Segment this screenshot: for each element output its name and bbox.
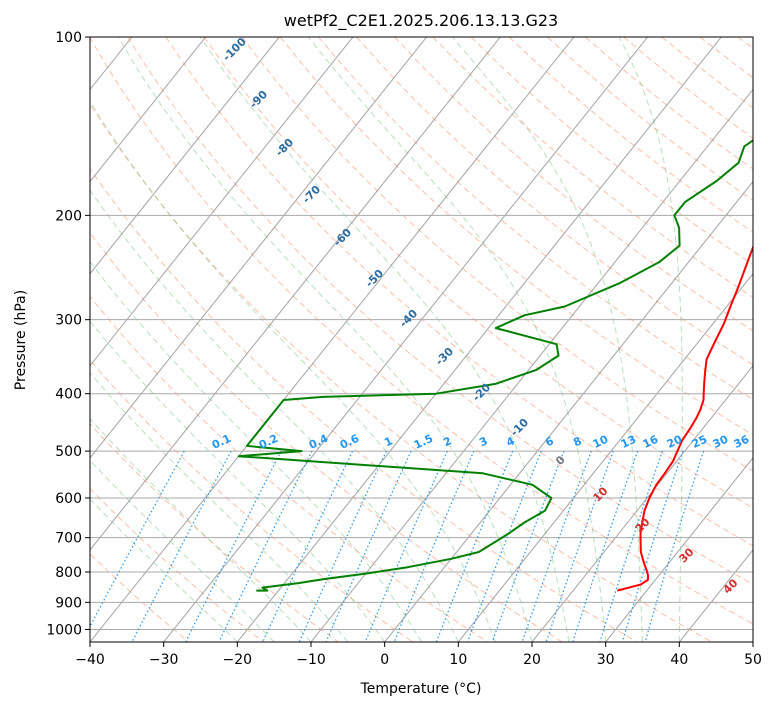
mixing-ratio-line — [90, 450, 185, 628]
isotherm — [384, 180, 753, 642]
dry-adiabat — [394, 37, 753, 332]
moist-adiabat — [199, 37, 570, 642]
isotherm — [236, 37, 722, 642]
isotherm — [457, 272, 753, 642]
x-tick-label: 50 — [744, 652, 762, 668]
mixing-ratio-line — [298, 450, 387, 642]
mixing-ratio-line — [521, 450, 592, 642]
y-axis-label: Pressure (hPa) — [13, 290, 29, 390]
x-tick-label: −40 — [75, 652, 105, 668]
mixing-ratio-line — [466, 450, 542, 642]
mixing-ratio-line — [491, 450, 565, 642]
mixing-ratio-line — [599, 450, 663, 642]
isotherm — [90, 37, 575, 642]
isotherm — [0, 37, 58, 642]
isotherm — [90, 37, 428, 459]
x-tick-label: 40 — [670, 652, 688, 668]
moist-adiabat — [618, 37, 683, 642]
temperature-line — [617, 244, 753, 592]
dry-adiabat — [432, 37, 753, 298]
plot-background — [90, 37, 753, 642]
y-tick-label: 900 — [55, 595, 82, 611]
isotherm — [90, 37, 280, 275]
y-tick-label: 700 — [55, 531, 82, 547]
isotherm — [752, 641, 753, 642]
x-tick-label: −10 — [296, 652, 326, 668]
mixing-ratio-label: 16 — [641, 433, 661, 451]
x-tick-label: 30 — [597, 652, 615, 668]
mixing-ratio-line — [572, 450, 639, 642]
moist-adiabat — [90, 498, 238, 642]
dry-adiabat — [127, 37, 753, 586]
mixing-ratio-line — [262, 450, 354, 642]
dry-adiabat — [241, 37, 753, 472]
moist-adiabat — [307, 37, 607, 642]
x-tick-label: 0 — [380, 652, 389, 668]
moist-adiabat — [451, 37, 643, 642]
moist-adiabat — [117, 37, 533, 642]
moist-adiabat — [90, 260, 422, 642]
mixing-ratio-label: 20 — [665, 433, 685, 451]
chart-title: wetPf2_C2E1.2025.206.13.13.G23 — [284, 11, 558, 31]
y-tick-label: 800 — [55, 565, 82, 581]
mixing-ratio-line — [435, 450, 514, 642]
isotherm — [531, 364, 753, 642]
mixing-ratio-label: 10 — [591, 433, 611, 451]
x-tick-label: −20 — [223, 652, 253, 668]
isotherm — [90, 37, 207, 183]
plot-frame — [89, 36, 754, 643]
y-tick-label: 300 — [55, 313, 82, 329]
isotherm — [90, 37, 501, 551]
mixing-ratio-label: 25 — [690, 433, 709, 451]
dewpoint-line — [237, 139, 753, 592]
dry-adiabat — [90, 37, 753, 625]
x-tick-label: 20 — [523, 652, 541, 668]
moist-adiabat — [90, 100, 496, 642]
y-tick-label: 100 — [55, 30, 82, 46]
moist-adiabat — [90, 372, 349, 642]
y-tick-label: 200 — [55, 208, 82, 224]
mixing-ratio-line — [218, 450, 313, 642]
dry-adiabat — [203, 37, 753, 509]
y-tick-label: 1000 — [46, 622, 82, 638]
isotherm — [90, 37, 354, 367]
dry-adiabat — [90, 487, 264, 642]
dry-adiabat — [90, 167, 638, 642]
isotherm — [605, 457, 753, 642]
dry-adiabat — [90, 103, 712, 642]
mixing-ratio-line — [393, 450, 475, 642]
dry-adiabat — [90, 231, 563, 642]
x-tick-label: 10 — [449, 652, 467, 668]
y-tick-label: 500 — [55, 444, 82, 460]
isotherm — [163, 37, 649, 642]
moist-adiabat — [90, 320, 386, 642]
mixing-ratio-label: 36 — [732, 433, 752, 451]
y-tick-label: 400 — [55, 387, 82, 403]
dry-adiabat — [90, 295, 488, 642]
isotherm — [310, 88, 753, 642]
mixing-ratio-line — [131, 450, 232, 642]
mixing-ratio-label: 30 — [711, 433, 731, 451]
moist-adiabat — [90, 459, 275, 642]
mixing-ratio-label: 13 — [619, 433, 638, 451]
y-tick-label: 600 — [55, 491, 82, 507]
x-axis-label: Temperature (°C) — [360, 681, 482, 697]
mixing-ratio-line — [185, 450, 282, 642]
x-tick-label: −30 — [149, 652, 179, 668]
moist-adiabat — [90, 189, 459, 642]
